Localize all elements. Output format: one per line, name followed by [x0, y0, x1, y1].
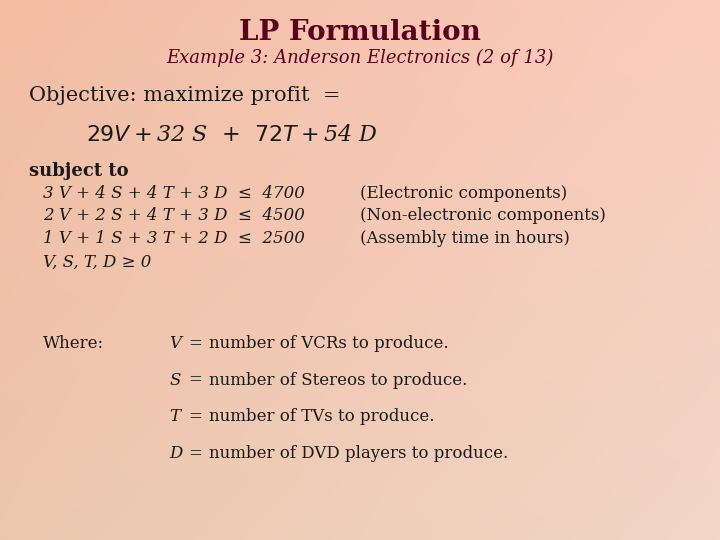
Text: (Electronic components): (Electronic components) [360, 185, 567, 201]
Text: V: V [169, 335, 181, 352]
Text: number of Stereos to produce.: number of Stereos to produce. [209, 372, 467, 388]
Text: =: = [189, 335, 202, 352]
Text: number of TVs to produce.: number of TVs to produce. [209, 408, 434, 425]
Text: (Assembly time in hours): (Assembly time in hours) [360, 230, 570, 247]
Text: V, S, T, D ≥ 0: V, S, T, D ≥ 0 [43, 254, 152, 271]
Text: =: = [189, 372, 202, 388]
Text: T: T [169, 408, 180, 425]
Text: Objective: maximize profit  =: Objective: maximize profit = [29, 86, 341, 105]
Text: =: = [189, 445, 202, 462]
Text: 2 V + 2 S + 4 T + 3 D  ≤  4500: 2 V + 2 S + 4 T + 3 D ≤ 4500 [43, 207, 305, 224]
Text: =: = [189, 408, 202, 425]
Text: LP Formulation: LP Formulation [239, 19, 481, 46]
Text: Where:: Where: [43, 335, 104, 352]
Text: 1 V + 1 S + 3 T + 2 D  ≤  2500: 1 V + 1 S + 3 T + 2 D ≤ 2500 [43, 230, 305, 247]
Text: 3 V + 4 S + 4 T + 3 D  ≤  4700: 3 V + 4 S + 4 T + 3 D ≤ 4700 [43, 185, 305, 201]
Text: subject to: subject to [29, 162, 128, 180]
Text: number of DVD players to produce.: number of DVD players to produce. [209, 445, 508, 462]
Text: (Non-electronic components): (Non-electronic components) [360, 207, 606, 224]
Text: S: S [169, 372, 181, 388]
Text: $29 V  +  $32 S  +  $72 T  +  $54 D: $29 V + $32 S + $72 T + $54 D [86, 124, 378, 146]
Text: D: D [169, 445, 183, 462]
Text: Example 3: Anderson Electronics (2 of 13): Example 3: Anderson Electronics (2 of 13… [166, 49, 554, 67]
Text: number of VCRs to produce.: number of VCRs to produce. [209, 335, 449, 352]
